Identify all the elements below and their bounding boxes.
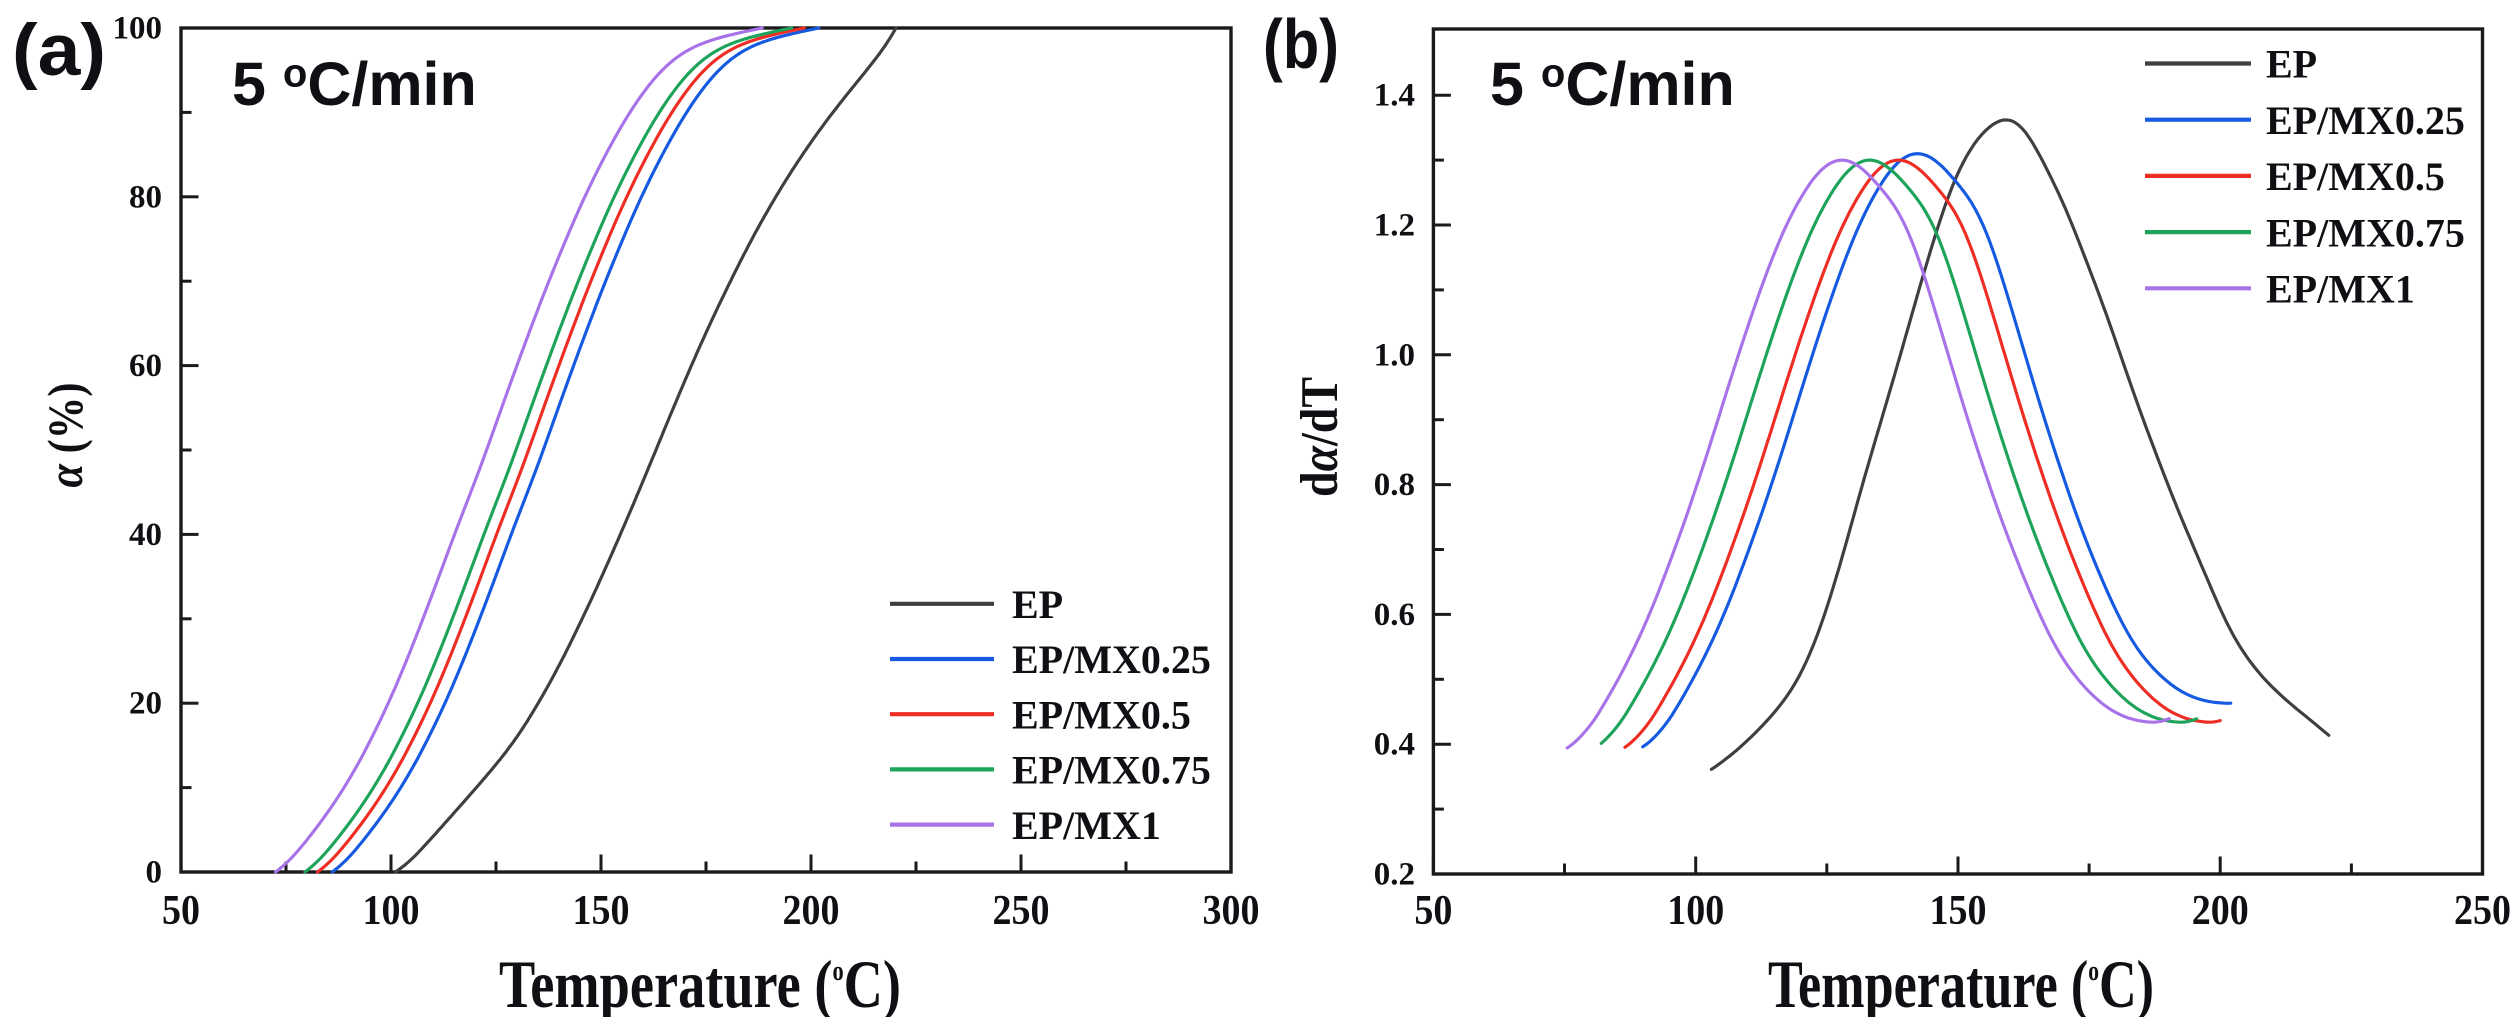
svg-text:0.2: 0.2 (1374, 857, 1415, 893)
svg-text:250: 250 (2454, 888, 2511, 934)
svg-text:EP/MX0.25: EP/MX0.25 (2266, 98, 2465, 143)
svg-text:EP/MX1: EP/MX1 (1012, 803, 1161, 848)
svg-text:80: 80 (129, 179, 162, 215)
svg-text:EP/MX0.75: EP/MX0.75 (2266, 210, 2465, 255)
svg-text:50: 50 (1414, 888, 1452, 934)
svg-text:5 oC/min: 5 oC/min (1490, 50, 1735, 118)
svg-text:EP/MX0.5: EP/MX0.5 (1012, 692, 1191, 737)
svg-text:0.6: 0.6 (1374, 597, 1415, 633)
svg-text:1.0: 1.0 (1374, 337, 1415, 373)
svg-text:0.4: 0.4 (1374, 727, 1415, 763)
svg-text:150: 150 (1930, 888, 1987, 934)
svg-text:60: 60 (129, 348, 162, 384)
svg-text:200: 200 (783, 888, 840, 934)
svg-text:Temperature (oC): Temperature (oC) (1768, 946, 2154, 1017)
svg-text:300: 300 (1203, 888, 1260, 934)
svg-text:EP/MX0.75: EP/MX0.75 (1012, 748, 1211, 793)
svg-text:200: 200 (2192, 888, 2249, 934)
svg-text:dα/dT: dα/dT (1291, 377, 1349, 497)
svg-text:150: 150 (573, 888, 630, 934)
svg-text:EP: EP (1012, 582, 1063, 627)
svg-text:EP/MX0.25: EP/MX0.25 (1012, 637, 1211, 682)
svg-text:EP: EP (2266, 42, 2317, 87)
svg-text:EP/MX1: EP/MX1 (2266, 267, 2415, 312)
svg-text:100: 100 (363, 888, 420, 934)
svg-text:100: 100 (1667, 888, 1724, 934)
svg-text:20: 20 (129, 686, 162, 722)
svg-text:5 oC/min: 5 oC/min (232, 50, 477, 118)
svg-text:40: 40 (129, 517, 162, 553)
svg-text:1.4: 1.4 (1374, 78, 1415, 114)
svg-text:1.2: 1.2 (1374, 208, 1415, 244)
svg-text:α (%): α (%) (37, 383, 93, 488)
svg-text:250: 250 (993, 888, 1050, 934)
svg-text:100: 100 (113, 11, 163, 47)
svg-text:EP/MX0.5: EP/MX0.5 (2266, 154, 2445, 199)
svg-text:50: 50 (162, 888, 200, 934)
svg-text:0.8: 0.8 (1374, 467, 1415, 503)
svg-text:(b): (b) (1263, 5, 1339, 83)
svg-text:(a): (a) (12, 10, 106, 91)
svg-text:0: 0 (146, 855, 163, 891)
